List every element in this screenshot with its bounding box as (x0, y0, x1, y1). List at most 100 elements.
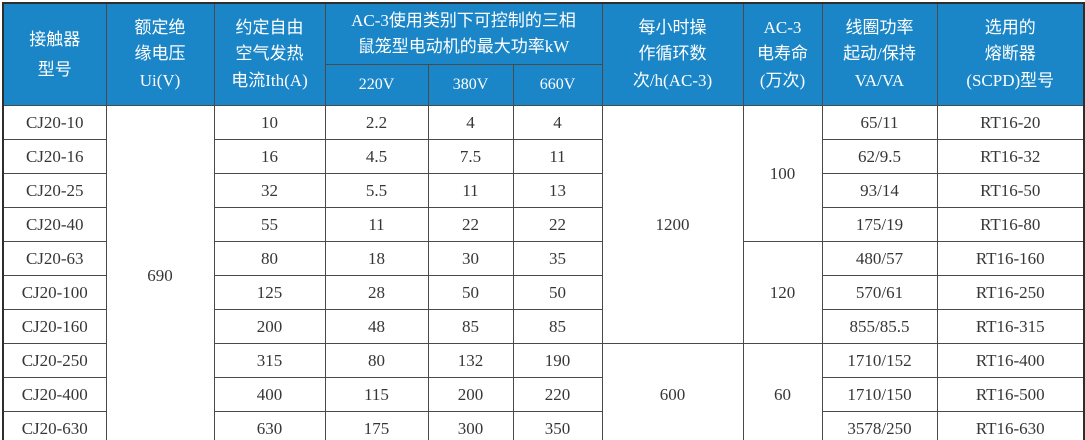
table-row: CJ20-10 690 10 2.2 4 4 1200 100 65/11 RT… (2, 105, 1085, 440)
cell-fuse: RT16-50 (936, 173, 1085, 208)
header-220v: 220V (324, 64, 429, 106)
cell-ith: 315 (213, 343, 326, 378)
cell-ith: 55 (213, 207, 326, 242)
cell-kw220: 175 (324, 411, 429, 440)
cell-kw660: 4 (512, 105, 603, 140)
header-operating-cycles-per-hour: 每小时操 作循环数 次/h(AC-3) (601, 2, 744, 106)
cell-coil: 62/9.5 (821, 139, 938, 174)
cell-kw660: 220 (512, 377, 603, 412)
header-fuse-scpd-model: 选用的 熔断器 (SCPD)型号 (936, 2, 1085, 106)
header-contactor-model: 接触器 型号 (2, 2, 107, 106)
cell-fuse: RT16-500 (936, 377, 1085, 412)
cell-model: CJ20-63 (2, 241, 107, 276)
cell-fuse: RT16-160 (936, 241, 1085, 276)
cell-kw660: 85 (512, 309, 603, 344)
cell-kw380: 50 (427, 275, 514, 310)
cell-kw380: 300 (427, 411, 514, 440)
cell-kw220: 28 (324, 275, 429, 310)
cell-model: CJ20-40 (2, 207, 107, 242)
cell-ith: 10 (213, 105, 326, 140)
cell-kw220: 2.2 (324, 105, 429, 140)
table-row: CJ20-16 16 4.5 7.5 11 62/9.5 RT16-32 (2, 139, 1085, 174)
cell-kw660: 190 (512, 343, 603, 378)
cell-ith: 200 (213, 309, 326, 344)
cell-fuse: RT16-315 (936, 309, 1085, 344)
cell-ith: 32 (213, 173, 326, 208)
cell-model: CJ20-160 (2, 309, 107, 344)
cell-kw220: 18 (324, 241, 429, 276)
header-ac3-max-motor-power: AC-3使用类别下可控制的三相 鼠笼型电动机的最大功率kW (324, 2, 603, 65)
cell-ith: 80 (213, 241, 326, 276)
cell-kw380: 200 (427, 377, 514, 412)
table-row: CJ20-100 125 28 50 50 570/61 RT16-250 (2, 275, 1085, 310)
cell-coil: 3578/250 (821, 411, 938, 440)
cell-kw220: 115 (324, 377, 429, 412)
cell-kw380: 85 (427, 309, 514, 344)
table-row: CJ20-250 315 80 132 190 600 60 1710/152 … (2, 343, 1085, 440)
table-header: 接触器 型号 额定绝 缘电压 Ui(V) 约定自由 空气发热 电流Ith(A) … (2, 2, 1085, 106)
cell-kw660: 50 (512, 275, 603, 310)
cell-kw660: 350 (512, 411, 603, 440)
cell-kw660: 13 (512, 173, 603, 208)
cell-ith: 125 (213, 275, 326, 310)
cell-model: CJ20-16 (2, 139, 107, 174)
cell-coil: 175/19 (821, 207, 938, 242)
cell-ith: 630 (213, 411, 326, 440)
cell-kw660: 11 (512, 139, 603, 174)
table-row: CJ20-25 32 5.5 11 13 93/14 RT16-50 (2, 173, 1085, 208)
cell-kw220: 11 (324, 207, 429, 242)
cell-model: CJ20-400 (2, 377, 107, 412)
header-coil-power: 线圈功率 起动/保持 VA/VA (821, 2, 938, 106)
cell-kw380: 22 (427, 207, 514, 242)
cell-kw380: 30 (427, 241, 514, 276)
cell-coil: 65/11 (821, 105, 938, 140)
header-row-main: 接触器 型号 额定绝 缘电压 Ui(V) 约定自由 空气发热 电流Ith(A) … (2, 2, 1085, 106)
cell-kw380: 132 (427, 343, 514, 378)
cell-kw660: 22 (512, 207, 603, 242)
cell-model: CJ20-250 (2, 343, 107, 378)
cell-cycles-merged: 1200 (601, 105, 744, 344)
cell-ith: 400 (213, 377, 326, 412)
cell-kw380: 4 (427, 105, 514, 140)
cell-model: CJ20-25 (2, 173, 107, 208)
cell-fuse: RT16-250 (936, 275, 1085, 310)
cell-kw380: 11 (427, 173, 514, 208)
header-380v: 380V (427, 64, 514, 106)
cell-fuse: RT16-32 (936, 139, 1085, 174)
cell-coil: 855/85.5 (821, 309, 938, 344)
cell-coil: 1710/152 (821, 343, 938, 378)
cell-kw220: 48 (324, 309, 429, 344)
cell-life-merged: 60 (742, 343, 823, 440)
cell-fuse: RT16-630 (936, 411, 1085, 440)
cell-coil: 480/57 (821, 241, 938, 276)
cell-model: CJ20-630 (2, 411, 107, 440)
cell-ith: 16 (213, 139, 326, 174)
header-rated-insulation-voltage: 额定绝 缘电压 Ui(V) (105, 2, 215, 106)
cell-kw220: 5.5 (324, 173, 429, 208)
cell-life-merged: 100 (742, 105, 823, 242)
table-row: CJ20-40 55 11 22 22 175/19 RT16-80 (2, 207, 1085, 242)
header-660v: 660V (512, 64, 603, 106)
cell-coil: 570/61 (821, 275, 938, 310)
cell-coil: 93/14 (821, 173, 938, 208)
cell-fuse: RT16-400 (936, 343, 1085, 378)
cell-kw220: 80 (324, 343, 429, 378)
cell-kw660: 35 (512, 241, 603, 276)
header-row-voltages: 220V 380V 660V (3, 64, 1084, 106)
cell-model: CJ20-100 (2, 275, 107, 310)
header-ac3-electrical-life: AC-3 电寿命 (万次) (742, 2, 823, 106)
cell-life-merged: 120 (742, 241, 823, 344)
cell-cycles-merged: 600 (601, 343, 744, 440)
cell-kw220: 4.5 (324, 139, 429, 174)
header-thermal-current: 约定自由 空气发热 电流Ith(A) (213, 2, 326, 106)
cell-fuse: RT16-80 (936, 207, 1085, 242)
cell-model: CJ20-10 (2, 105, 107, 140)
table-row: CJ20-400 400 115 200 220 1710/150 RT16-5… (2, 377, 1085, 412)
cell-coil: 1710/150 (821, 377, 938, 412)
table-body: CJ20-10 690 10 2.2 4 4 1200 100 65/11 RT… (2, 105, 1085, 440)
cell-kw380: 7.5 (427, 139, 514, 174)
cell-fuse: RT16-20 (936, 105, 1085, 140)
table-row: CJ20-630 630 175 300 350 3578/250 RT16-6… (2, 411, 1085, 440)
